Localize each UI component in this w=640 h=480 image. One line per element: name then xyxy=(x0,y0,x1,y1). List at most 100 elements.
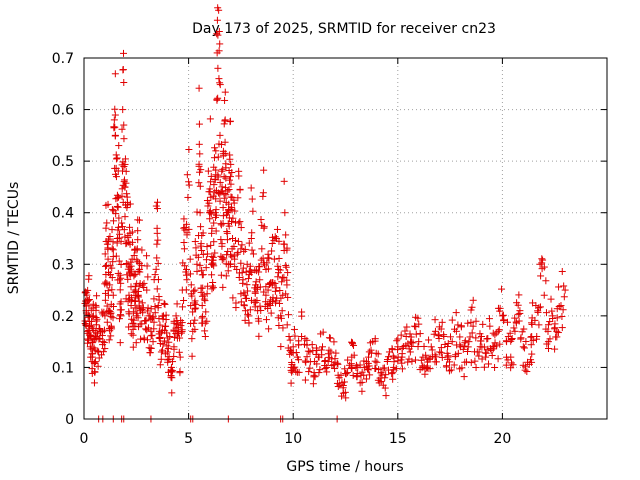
data-point xyxy=(232,219,240,227)
data-point xyxy=(89,313,97,321)
data-point xyxy=(508,335,516,343)
data-point xyxy=(199,284,207,292)
data-point xyxy=(131,270,139,278)
data-point xyxy=(109,246,117,254)
data-point xyxy=(321,365,329,373)
data-point xyxy=(212,211,220,219)
data-point xyxy=(253,296,261,304)
data-point xyxy=(197,242,205,250)
data-point xyxy=(210,219,218,227)
data-point xyxy=(207,172,215,180)
data-point xyxy=(103,240,111,248)
data-point xyxy=(284,269,292,277)
data-point xyxy=(467,359,475,367)
data-point xyxy=(414,343,422,351)
data-point xyxy=(135,216,143,224)
data-point xyxy=(216,40,224,48)
data-point xyxy=(309,380,317,388)
data-point xyxy=(216,79,224,87)
data-point xyxy=(190,319,198,327)
data-point xyxy=(89,350,97,358)
data-point xyxy=(535,321,543,329)
data-point xyxy=(183,220,191,228)
data-point xyxy=(319,328,327,336)
data-point xyxy=(323,368,331,376)
data-point xyxy=(276,299,284,307)
data-point xyxy=(231,263,239,271)
data-point xyxy=(108,274,116,282)
data-point xyxy=(509,361,517,369)
data-point xyxy=(92,314,100,322)
data-point xyxy=(264,250,272,258)
data-point xyxy=(193,267,201,275)
data-point xyxy=(109,238,117,246)
data-point xyxy=(229,214,237,222)
data-point xyxy=(122,167,130,175)
data-point xyxy=(124,234,132,242)
data-point xyxy=(231,207,239,215)
data-point xyxy=(539,256,547,264)
data-point xyxy=(347,360,355,368)
data-point xyxy=(507,359,515,367)
data-point xyxy=(120,135,128,143)
data-point xyxy=(209,278,217,286)
data-point xyxy=(394,346,402,354)
data-point xyxy=(531,316,539,324)
data-point xyxy=(228,169,236,177)
data-point xyxy=(425,336,433,344)
data-point xyxy=(464,348,472,356)
data-point xyxy=(191,238,199,246)
data-point xyxy=(164,356,172,364)
data-point xyxy=(138,320,146,328)
data-point xyxy=(292,349,300,357)
data-point xyxy=(508,334,516,342)
data-point xyxy=(241,307,249,315)
data-point xyxy=(275,237,283,245)
data-point xyxy=(220,255,228,263)
data-point xyxy=(133,292,141,300)
data-point xyxy=(196,150,204,158)
data-point xyxy=(91,358,99,366)
data-point xyxy=(176,353,184,361)
data-point xyxy=(137,335,145,343)
data-point xyxy=(519,343,527,351)
data-point xyxy=(103,318,111,326)
data-point xyxy=(168,368,176,376)
data-point xyxy=(123,198,131,206)
data-point xyxy=(511,314,519,322)
data-point xyxy=(191,325,199,333)
data-point xyxy=(256,276,264,284)
data-point xyxy=(482,349,490,357)
data-point xyxy=(550,325,558,333)
data-point xyxy=(437,349,445,357)
data-point xyxy=(488,351,496,359)
data-point xyxy=(274,262,282,270)
data-point xyxy=(248,246,256,254)
data-point xyxy=(156,334,164,342)
data-point xyxy=(170,345,178,353)
data-point xyxy=(486,345,494,353)
data-point xyxy=(155,293,163,301)
data-point xyxy=(295,368,303,376)
data-point xyxy=(178,303,186,311)
data-point xyxy=(390,354,398,362)
data-point xyxy=(273,225,281,233)
data-point xyxy=(167,373,175,381)
data-point xyxy=(356,379,364,387)
data-point xyxy=(154,198,162,206)
data-point xyxy=(163,334,171,342)
data-point xyxy=(201,297,209,305)
data-point xyxy=(133,309,141,317)
data-point xyxy=(122,179,130,187)
data-point xyxy=(123,190,131,198)
data-point xyxy=(551,345,559,353)
data-point xyxy=(420,342,428,350)
data-point xyxy=(458,364,466,372)
data-point xyxy=(196,209,204,217)
data-point xyxy=(200,295,208,303)
data-point xyxy=(520,344,528,352)
data-point xyxy=(560,282,568,290)
data-point xyxy=(504,356,512,364)
data-point xyxy=(334,383,342,391)
data-point xyxy=(206,215,214,223)
